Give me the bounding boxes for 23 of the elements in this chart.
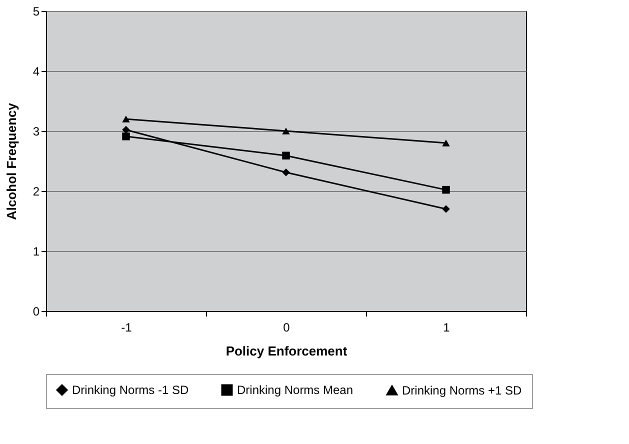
point — [442, 140, 450, 146]
point — [282, 152, 290, 160]
y-tick-label: 0 — [32, 304, 40, 318]
y-tick-label: 2 — [32, 184, 40, 198]
y-axis-title: Alcohol Frequency — [4, 102, 19, 220]
legend-label: Drinking Norms -1 SD — [72, 383, 190, 397]
legend-label: Drinking Norms Mean — [237, 383, 354, 397]
y-tick-label: 1 — [32, 244, 40, 258]
x-tick-label: 1 — [443, 320, 450, 334]
x-tick-label: -1 — [121, 320, 132, 334]
point — [442, 205, 450, 213]
x-axis-title: Policy Enforcement — [226, 344, 348, 358]
y-tick-label: 5 — [32, 4, 40, 18]
point — [122, 132, 130, 140]
legend-label: Drinking Norms +1 SD — [402, 383, 522, 398]
y-tick-label: 3 — [32, 124, 40, 138]
point — [282, 168, 290, 176]
point — [122, 126, 130, 134]
y-tick-label: 4 — [32, 64, 40, 78]
x-tick-label: 0 — [283, 320, 290, 334]
point — [442, 186, 450, 194]
point — [282, 128, 290, 134]
point — [122, 116, 130, 122]
